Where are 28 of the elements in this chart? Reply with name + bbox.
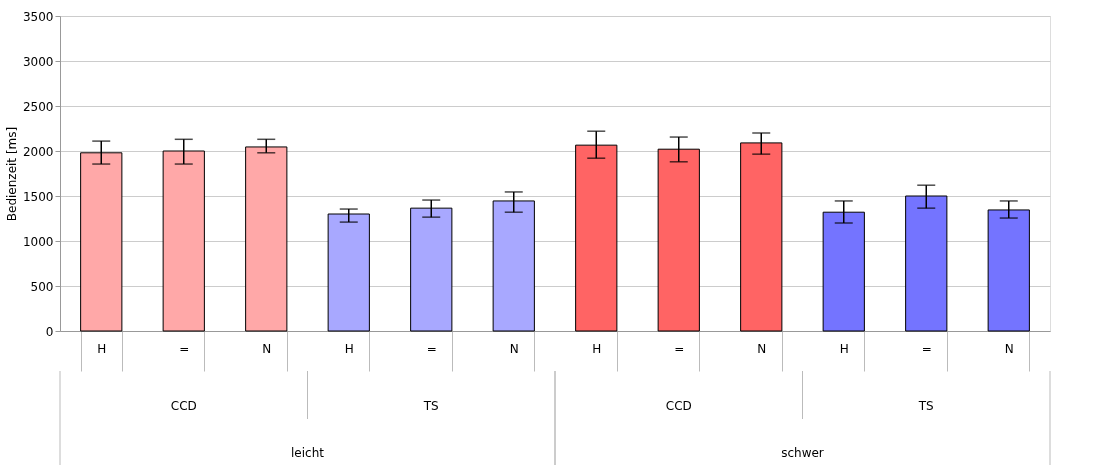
x-tick-label: = [674, 341, 685, 356]
x-tick-label: H [592, 341, 602, 356]
text: TS [917, 399, 934, 413]
text: CCD [665, 399, 692, 413]
y-tick-label: 500 [30, 279, 54, 294]
x-tick-label: H [97, 341, 107, 356]
y-axis-title: Bedienzeit [ms] [4, 126, 19, 222]
x-tick-label: N [1004, 341, 1014, 356]
text: CCD [170, 399, 197, 413]
x-tick-label: = [426, 341, 437, 356]
y-tick-label: 3000 [22, 54, 54, 69]
x-tick-label: H [344, 341, 354, 356]
y-tick-label: 1500 [22, 189, 54, 204]
x-tick-label: = [179, 341, 190, 356]
text: leicht [291, 446, 325, 460]
y-tick-label: 2000 [22, 144, 54, 159]
x-tick-label: N [509, 341, 519, 356]
bar [327, 213, 370, 332]
y-tick-label: 3500 [22, 9, 54, 24]
x-tick-label: N [262, 341, 272, 356]
y-tick-label: 1000 [22, 234, 54, 249]
x-tick-label: N [757, 341, 767, 356]
y-tick-label: 0 [45, 324, 54, 339]
y-tick-label: 2500 [22, 99, 54, 114]
text: schwer [781, 446, 824, 460]
text: TS [422, 399, 439, 413]
x-tick-label: = [921, 341, 932, 356]
x-tick-label: H [839, 341, 849, 356]
